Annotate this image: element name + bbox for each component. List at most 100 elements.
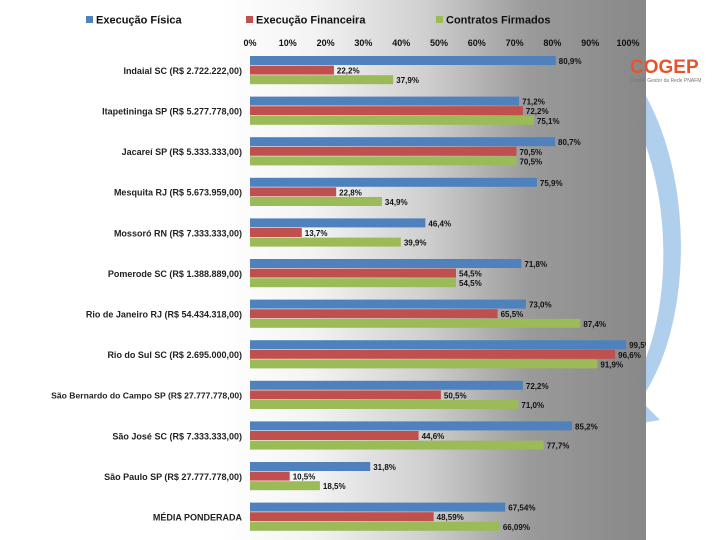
bar-execucao-financeira-pomerode-sc-r-1-388-889-00 — [250, 268, 457, 278]
x-axis-ticks: 0% 10% 20% 30% 40% 50% 60% 70% 80% 90% 100% — [243, 38, 639, 48]
cogep-logo: COGEP Comitê Gestor da Rede PNAFM — [630, 58, 716, 98]
bar-contratos-firmados-sao-jose-sc-r-7-333-333-00 — [250, 440, 544, 450]
value-label-execucao-fisica-rio-de-janeiro-rj-r-54-434-318-00: 73,0% — [529, 301, 552, 310]
bar-contratos-firmados-sao-bernardo-do-campo-sp-r-27-777-778-00 — [250, 400, 519, 409]
x-tick-label: 60% — [468, 38, 486, 48]
value-label-contratos-firmados-mossoro-rn-r-7-333-333-00: 39,9% — [404, 239, 427, 248]
legend-label-execucao-financeira: Execução Financeira — [256, 15, 366, 27]
bar-execucao-financeira-media-ponderada — [250, 512, 434, 522]
legend-swatch-contratos-firmados — [436, 16, 443, 23]
x-tick-label: 10% — [279, 38, 297, 48]
bar-execucao-financeira-sao-paulo-sp-r-27-777-778-00 — [250, 471, 290, 481]
value-label-contratos-firmados-pomerode-sc-r-1-388-889-00: 54,5% — [459, 279, 482, 288]
value-label-execucao-financeira-rio-de-janeiro-rj-r-54-434-318-00: 65,5% — [501, 310, 524, 319]
value-label-execucao-fisica-sao-jose-sc-r-7-333-333-00: 85,2% — [575, 422, 598, 431]
value-label-execucao-fisica-sao-paulo-sp-r-27-777-778-00: 31,8% — [373, 463, 396, 472]
bar-execucao-fisica-sao-paulo-sp-r-27-777-778-00 — [250, 462, 371, 471]
value-label-execucao-financeira-mossoro-rn-r-7-333-333-00: 13,7% — [305, 229, 328, 238]
bar-contratos-firmados-indaial-sc-r-2-722-222-00 — [250, 75, 394, 85]
bar-execucao-fisica-sao-bernardo-do-campo-sp-r-27-777-778-00 — [250, 380, 523, 390]
value-label-execucao-financeira-jacarei-sp-r-5-333-333-00: 70,5% — [519, 148, 542, 157]
value-label-execucao-fisica-itapetininga-sp-r-5-277-778-00: 71,2% — [522, 98, 545, 107]
bar-contratos-firmados-rio-do-sul-sc-r-2-695-000-00 — [250, 359, 598, 369]
chart-panel: Execução Física Execução Financeira Contra… — [0, 0, 646, 540]
bar-contratos-firmados-mesquita-rj-r-5-673-959-00 — [250, 197, 382, 206]
arrow-swoosh-right-icon — [592, 40, 681, 430]
bar-execucao-fisica-indaial-sc-r-2-722-222-00 — [250, 56, 556, 65]
x-tick-label: 40% — [392, 38, 410, 48]
value-label-execucao-financeira-sao-paulo-sp-r-27-777-778-00: 10,5% — [293, 473, 316, 482]
legend-label-contratos-firmados: Contratos Firmados — [446, 15, 551, 27]
bar-contratos-firmados-mossoro-rn-r-7-333-333-00 — [250, 237, 401, 247]
bar-execucao-financeira-mossoro-rn-r-7-333-333-00 — [250, 228, 302, 237]
value-label-execucao-fisica-rio-do-sul-sc-r-2-695-000-00: 99,5% — [629, 341, 646, 350]
category-label-mesquita-rj-r-5-673-959-00: Mesquita RJ (R$ 5.673.959,00) — [114, 188, 242, 198]
value-label-contratos-firmados-jacarei-sp-r-5-333-333-00: 70,5% — [519, 157, 542, 166]
bar-execucao-fisica-sao-jose-sc-r-7-333-333-00 — [250, 421, 573, 431]
x-tick-label: 50% — [430, 38, 448, 48]
value-label-execucao-financeira-sao-bernardo-do-campo-sp-r-27-777-778-00: 50,5% — [444, 391, 467, 400]
legend-swatch-execucao-financeira — [246, 16, 253, 23]
value-label-execucao-fisica-mossoro-rn-r-7-333-333-00: 46,4% — [428, 219, 451, 228]
bar-execucao-fisica-itapetininga-sp-r-5-277-778-00 — [250, 96, 520, 106]
x-tick-label: 80% — [543, 38, 561, 48]
logo-text: COGEP — [630, 57, 699, 78]
category-labels: Indaial SC (R$ 2.722.222,00) Itapetininga… — [51, 66, 242, 523]
category-label-sao-jose-sc-r-7-333-333-00: São José SC (R$ 7.333.333,00) — [112, 431, 242, 441]
value-label-execucao-fisica-indaial-sc-r-2-722-222-00: 80,9% — [559, 57, 582, 66]
bar-execucao-financeira-rio-do-sul-sc-r-2-695-000-00 — [250, 349, 616, 359]
category-label-indaial-sc-r-2-722-222-00: Indaial SC (R$ 2.722.222,00) — [123, 66, 242, 76]
bar-execucao-financeira-indaial-sc-r-2-722-222-00 — [250, 65, 334, 75]
bar-execucao-fisica-media-ponderada — [250, 502, 506, 512]
bar-chart: Execução Física Execução Financeira Contra… — [51, 15, 646, 532]
category-label-rio-de-janeiro-rj-r-54-434-318-00: Rio de Janeiro RJ (R$ 54.434.318,00) — [86, 310, 242, 320]
category-label-sao-bernardo-do-campo-sp-r-27-777-778-00: São Bernardo do Campo SP (R$ 27.777.778,… — [51, 391, 242, 401]
chart-legend: Execução Física Execução Financeira Contra… — [86, 15, 551, 27]
value-label-execucao-financeira-media-ponderada: 48,59% — [437, 513, 464, 522]
x-tick-label: 70% — [506, 38, 524, 48]
value-label-contratos-firmados-itapetininga-sp-r-5-277-778-00: 75,1% — [537, 117, 560, 126]
value-label-execucao-fisica-sao-bernardo-do-campo-sp-r-27-777-778-00: 72,2% — [526, 382, 549, 391]
category-label-itapetininga-sp-r-5-277-778-00: Itapetininga SP (R$ 5.277.778,00) — [102, 107, 242, 117]
value-label-contratos-firmados-media-ponderada: 66,09% — [503, 523, 530, 532]
value-label-execucao-fisica-jacarei-sp-r-5-333-333-00: 80,7% — [558, 138, 581, 147]
bar-execucao-fisica-rio-de-janeiro-rj-r-54-434-318-00 — [250, 299, 526, 309]
legend-swatch-execucao-fisica — [86, 16, 93, 23]
category-label-pomerode-sc-r-1-388-889-00: Pomerode SC (R$ 1.388.889,00) — [108, 269, 242, 279]
bar-execucao-fisica-mesquita-rj-r-5-673-959-00 — [250, 177, 537, 187]
x-tick-label: 90% — [581, 38, 599, 48]
bar-contratos-firmados-sao-paulo-sp-r-27-777-778-00 — [250, 481, 320, 491]
value-label-contratos-firmados-sao-paulo-sp-r-27-777-778-00: 18,5% — [323, 482, 346, 491]
value-label-execucao-financeira-rio-do-sul-sc-r-2-695-000-00: 96,6% — [618, 351, 641, 360]
logo-subtitle: Comitê Gestor da Rede PNAFM — [630, 78, 702, 84]
bar-execucao-fisica-pomerode-sc-r-1-388-889-00 — [250, 259, 522, 268]
value-label-execucao-financeira-mesquita-rj-r-5-673-959-00: 22,8% — [339, 188, 362, 197]
bar-contratos-firmados-pomerode-sc-r-1-388-889-00 — [250, 278, 457, 288]
bar-contratos-firmados-jacarei-sp-r-5-333-333-00 — [250, 156, 517, 166]
bar-execucao-fisica-mossoro-rn-r-7-333-333-00 — [250, 218, 426, 228]
bar-marks — [250, 56, 627, 531]
bar-execucao-financeira-jacarei-sp-r-5-333-333-00 — [250, 146, 517, 156]
bar-execucao-financeira-rio-de-janeiro-rj-r-54-434-318-00 — [250, 309, 498, 319]
value-label-contratos-firmados-sao-bernardo-do-campo-sp-r-27-777-778-00: 71,0% — [521, 401, 544, 410]
value-label-contratos-firmados-rio-de-janeiro-rj-r-54-434-318-00: 87,4% — [583, 320, 606, 329]
value-label-execucao-fisica-pomerode-sc-r-1-388-889-00: 71,8% — [524, 260, 547, 269]
value-label-contratos-firmados-rio-do-sul-sc-r-2-695-000-00: 91,9% — [600, 360, 623, 369]
legend-label-execucao-fisica: Execução Física — [96, 15, 182, 27]
value-label-contratos-firmados-mesquita-rj-r-5-673-959-00: 34,9% — [385, 198, 408, 207]
bar-execucao-financeira-mesquita-rj-r-5-673-959-00 — [250, 187, 337, 197]
bar-execucao-fisica-jacarei-sp-r-5-333-333-00 — [250, 137, 556, 147]
value-label-execucao-fisica-media-ponderada: 67,54% — [508, 504, 535, 513]
x-tick-label: 30% — [354, 38, 372, 48]
value-label-execucao-fisica-mesquita-rj-r-5-673-959-00: 75,9% — [540, 179, 563, 188]
x-tick-label: 0% — [243, 38, 256, 48]
category-label-sao-paulo-sp-r-27-777-778-00: São Paulo SP (R$ 27.777.778,00) — [104, 472, 242, 482]
value-label-execucao-financeira-indaial-sc-r-2-722-222-00: 22,2% — [337, 67, 360, 76]
value-label-execucao-financeira-sao-jose-sc-r-7-333-333-00: 44,6% — [422, 432, 445, 441]
value-label-execucao-financeira-pomerode-sc-r-1-388-889-00: 54,5% — [459, 270, 482, 279]
value-label-contratos-firmados-sao-jose-sc-r-7-333-333-00: 77,7% — [547, 442, 570, 451]
x-tick-label: 20% — [317, 38, 335, 48]
value-label-execucao-financeira-itapetininga-sp-r-5-277-778-00: 72,2% — [526, 107, 549, 116]
bar-contratos-firmados-rio-de-janeiro-rj-r-54-434-318-00 — [250, 318, 581, 328]
bar-contratos-firmados-itapetininga-sp-r-5-277-778-00 — [250, 115, 534, 125]
